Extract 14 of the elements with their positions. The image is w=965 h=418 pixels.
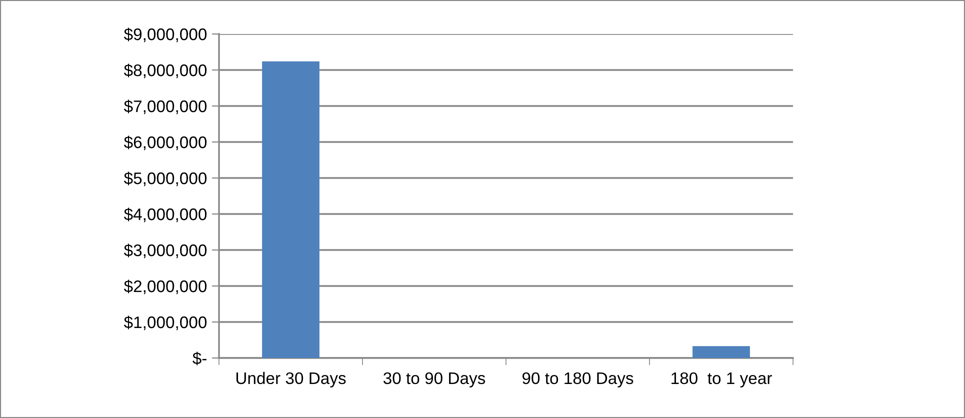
y-tick-label: $6,000,000: [124, 136, 207, 150]
y-tick-label: $1,000,000: [124, 316, 207, 330]
y-tick-label: $2,000,000: [124, 280, 207, 294]
y-tick-label: $9,000,000: [124, 28, 207, 42]
y-tick-label: $5,000,000: [124, 172, 207, 186]
y-tick-label: $-: [192, 352, 206, 366]
y-tick-label: $8,000,000: [124, 64, 207, 78]
x-tick-label: Under 30 Days: [236, 372, 346, 388]
x-tick-label: 180 to 1 year: [672, 372, 772, 388]
y-tick-label: $3,000,000: [124, 244, 207, 258]
x-tick-label: 90 to 180 Days: [522, 372, 634, 388]
y-tick-label: $7,000,000: [124, 100, 207, 114]
y-tick-label: $4,000,000: [124, 208, 207, 222]
x-tick-label: 30 to 90 Days: [383, 372, 486, 388]
